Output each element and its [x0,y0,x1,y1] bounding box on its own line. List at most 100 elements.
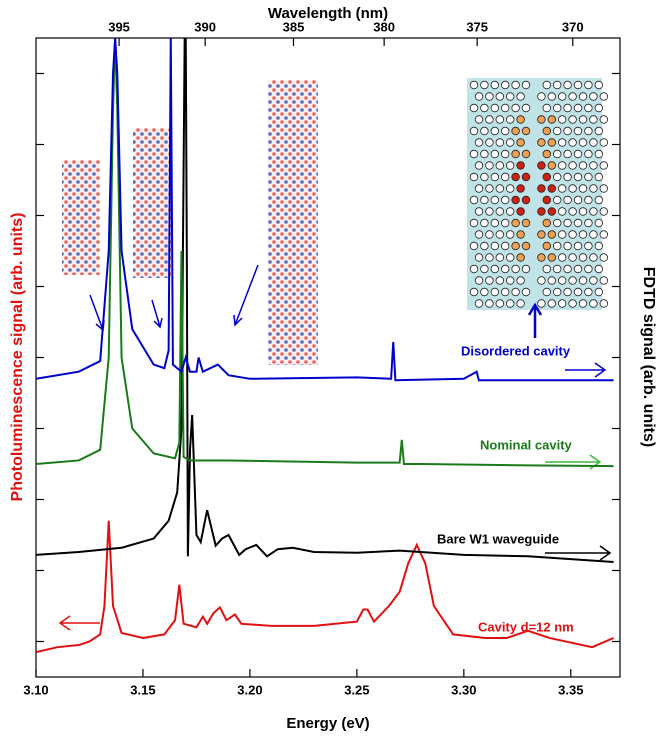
crystal-hole [495,115,504,124]
crystal-hole [537,184,546,193]
crystal-hole [594,126,603,136]
crystal-hole [474,253,484,262]
arrow [89,294,105,332]
crystal-hole [511,103,520,113]
crystal-hole [578,276,588,285]
crystal-hole [485,161,494,170]
crystal-hole [589,115,598,124]
crystal-hole [516,207,525,216]
field-map [268,80,318,365]
crystal-hole [537,207,546,216]
crystal-hole [485,92,494,101]
crystal-hole [485,253,494,262]
crystal-hole [506,138,515,147]
crystal-hole [594,218,603,228]
x-tick-label: 3.35 [558,682,583,697]
crystal-hole [589,138,598,147]
crystal-hole [469,241,479,251]
crystal-hole [584,80,593,90]
crystal-hole [480,149,489,159]
crystal-hole [511,241,520,251]
crystal-hole [594,149,603,159]
crystal-hole [490,103,499,113]
crystal-hole [553,241,562,251]
crystal-hole [589,184,598,193]
crystal-hole [516,184,525,193]
crystal-hole [558,184,567,193]
crystal-hole [547,276,556,285]
crystal-hole [506,253,515,262]
crystal-hole [542,195,551,205]
crystal-hole [506,207,515,216]
crystal-hole [511,80,520,90]
crystal-hole [516,138,525,147]
crystal-hole [578,253,588,262]
plot-area [36,38,614,654]
crystal-hole [563,264,572,274]
crystal-hole [573,218,583,228]
crystal-hole [547,115,556,124]
crystal-hole [547,230,556,239]
arrows [58,264,612,631]
crystal-hole [485,207,494,216]
crystal-hole [594,80,603,90]
crystal-hole [495,253,504,262]
crystal-hole [474,138,484,147]
crystal-hole [485,115,494,124]
crystal-hole [573,172,583,182]
crystal-hole [542,149,551,159]
crystal-hole [501,80,510,90]
crystal-hole [516,115,525,124]
crystal-hole [594,264,603,274]
crystal-hole [511,195,520,205]
crystal-hole [495,138,504,147]
crystal-hole [495,230,504,239]
crystal-hole [553,80,562,90]
crystal-hole [594,241,603,251]
x-tick-label: 3.25 [344,682,369,697]
crystal-hole [501,287,510,297]
x-tick-label: 3.10 [23,682,48,697]
crystal-hole [537,253,546,262]
crystal-hole [547,253,556,262]
crystal-hole [469,218,479,228]
crystal-hole [553,195,562,205]
crystal-hole [553,264,562,274]
x2-tick-label: 375 [466,19,488,34]
crystal-hole [480,80,489,90]
crystal-hole [573,149,583,159]
crystal-hole [547,207,556,216]
crystal-hole [480,103,489,113]
crystal-hole [511,149,520,159]
crystal-hole [506,299,515,308]
crystal-hole [563,103,572,113]
crystal-hole [563,287,572,297]
crystal-hole [578,115,588,124]
arrow [527,302,543,338]
crystal-hole [537,230,546,239]
crystal-hole [495,276,504,285]
arrow [151,299,163,329]
crystal-hole [563,149,572,159]
crystal-hole [542,287,551,297]
crystal-hole [558,161,567,170]
crystal-hole [547,92,556,101]
crystal-hole [578,207,588,216]
crystal-hole [584,241,593,251]
crystal-hole [584,264,593,274]
crystal-hole [474,115,484,124]
crystal-hole [490,287,499,297]
crystal-hole [558,253,567,262]
crystal-hole [573,126,583,136]
y2-axis-title: FDTD signal (arb. units) [640,267,657,447]
crystal-hole [516,276,525,285]
crystal-hole [563,80,572,90]
crystal-hole [578,92,588,101]
crystal-hole [501,103,510,113]
crystal-hole [578,230,588,239]
crystal-hole [558,299,567,308]
crystal-hole [578,184,588,193]
crystal-hole [568,92,577,101]
crystal-hole [573,264,583,274]
crystal-hole [594,172,603,182]
